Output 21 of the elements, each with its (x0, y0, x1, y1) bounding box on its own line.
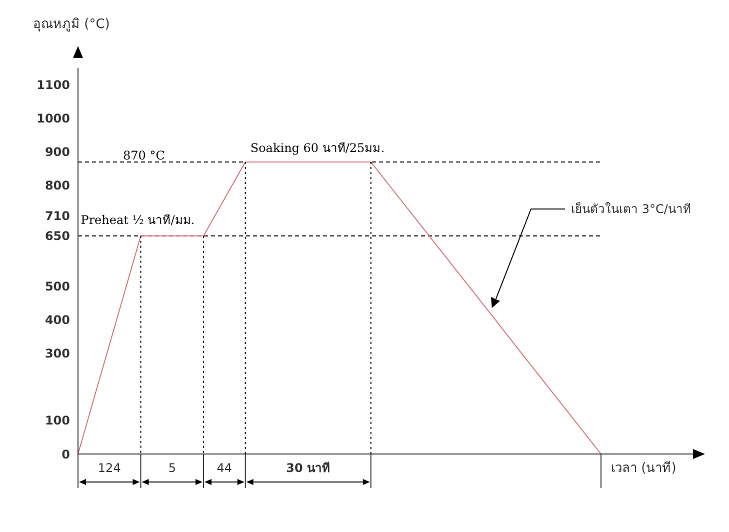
y-tick-label: 1000 (36, 112, 70, 126)
y-tick-label: 0 (62, 447, 70, 462)
y-tick-label: 100 (44, 414, 70, 428)
text: 124 (98, 461, 121, 475)
text: 5 (168, 461, 176, 475)
y-axis-title: อุณหภูมิ (°C) (33, 17, 110, 32)
y-tick-label: 800 (44, 178, 70, 193)
y-tick-label: 400 (44, 313, 70, 327)
x-axis-title: เวลา (นาที) (611, 460, 676, 476)
y-tick-label: 300 (44, 346, 70, 361)
text: 44 (216, 461, 232, 475)
text: 30 นาที (286, 461, 330, 475)
y-tick-label: 500 (44, 279, 70, 294)
y-tick-label: 710 (44, 208, 70, 223)
annotation: Soaking 60 นาที/25มม. (250, 140, 385, 155)
y-tick-label: 900 (44, 145, 70, 160)
ref-line-label: 870 °C (123, 148, 165, 163)
annotation: เย็นตัวในเตา 3°C/นาที (571, 200, 691, 216)
y-tick-label: 650 (44, 229, 70, 244)
y-tick-label: 1100 (36, 78, 70, 92)
annotation: Preheat ½ นาที/มม. (80, 212, 195, 227)
